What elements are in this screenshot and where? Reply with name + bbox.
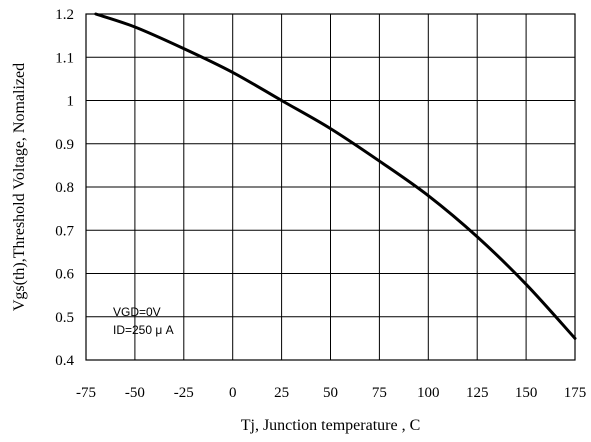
series-line <box>94 12 577 340</box>
y-tick-label: 1.2 <box>55 7 74 23</box>
x-tick-label: -75 <box>76 385 96 401</box>
y-tick-label: 1 <box>67 94 75 110</box>
y-tick-label: 0.9 <box>55 137 74 153</box>
x-tick-label: -25 <box>174 385 194 401</box>
x-tick-label: 100 <box>417 385 440 401</box>
x-tick-label: 175 <box>564 385 587 401</box>
x-tick-label: 125 <box>466 385 489 401</box>
y-tick-label: 0.5 <box>55 310 74 326</box>
y-tick-label: 1.1 <box>55 50 74 66</box>
y-tick-label: 0.6 <box>55 267 74 283</box>
x-tick-label: 25 <box>274 385 289 401</box>
y-tick-label: 0.7 <box>55 223 74 239</box>
x-tick-label: 0 <box>229 385 237 401</box>
annotation-id: ID=250 μ A <box>113 323 174 337</box>
x-tick-label: 150 <box>515 385 538 401</box>
x-axis-title: Tj, Junction temperature , C <box>241 417 421 434</box>
series-layer <box>94 12 577 340</box>
annotation-vgd: VGD=0V <box>113 305 161 319</box>
y-tick-label: 0.4 <box>55 353 74 369</box>
x-tick-label: 75 <box>372 385 387 401</box>
plot-frame <box>85 13 576 361</box>
y-axis-title: Vgs(th),Threshold Voltage, Nomalized <box>11 63 28 311</box>
annotation-box: VGD=0V ID=250 μ A <box>113 305 174 337</box>
x-tick-label: -50 <box>125 385 145 401</box>
y-tick-label: 0.8 <box>55 180 74 196</box>
x-tick-label: 50 <box>323 385 338 401</box>
tick-labels: -75 -50 -25 0 25 50 75 100 125 150 175 0.4 0.5 0.6 0.7… <box>55 7 586 401</box>
